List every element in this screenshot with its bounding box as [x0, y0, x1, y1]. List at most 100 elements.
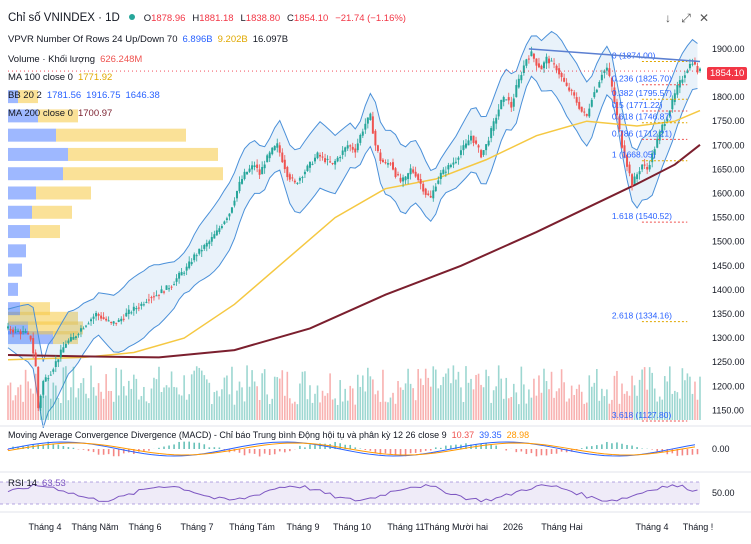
- volume-bar-247: [628, 395, 631, 420]
- volume-bar-252: [641, 369, 643, 420]
- candle-body-9: [29, 335, 32, 340]
- candle-body-84: [218, 228, 221, 233]
- candle-body-256: [651, 153, 654, 163]
- macd-histogram-bar-166: [424, 449, 427, 451]
- candle-body-192: [490, 128, 493, 139]
- expand-icon[interactable]: ⤢: [681, 11, 691, 25]
- candle-body-132: [339, 157, 342, 159]
- volume-bar-95: [246, 365, 248, 420]
- volume-profile-down-bar-9: [36, 186, 91, 200]
- candle-body-86: [223, 221, 226, 225]
- rsi-legend[interactable]: RSI 14 63.53: [8, 478, 71, 489]
- candle-body-153: [392, 162, 395, 170]
- macd-histogram-bar-4: [17, 446, 19, 449]
- candle-body-23: [64, 343, 67, 348]
- rsi-name: RSI 14: [8, 478, 38, 489]
- volume-bar-182: [465, 366, 467, 420]
- candle-body-12: [37, 366, 40, 409]
- volume-bar-169: [432, 366, 435, 420]
- candle-body-152: [389, 163, 392, 165]
- candle-body-124: [319, 154, 322, 157]
- volume-bar-165: [422, 385, 424, 420]
- volume-bar-218: [555, 391, 558, 420]
- volume-bar-10: [32, 393, 34, 420]
- volume-bar-154: [394, 403, 397, 420]
- candle-body-142: [364, 123, 367, 130]
- volume-bar-118: [304, 371, 306, 420]
- volume-bar-214: [545, 381, 548, 420]
- volume-bar-33: [90, 365, 92, 420]
- candle-body-231: [588, 108, 591, 117]
- ma100-legend[interactable]: MA 100 close 0 1771.92: [8, 72, 117, 83]
- macd-histogram-bar-76: [198, 442, 201, 449]
- macd-histogram-bar-270: [686, 449, 689, 456]
- macd-histogram-bar-54: [143, 449, 145, 452]
- macd-histogram-bar-212: [540, 449, 543, 456]
- volume-profile-up-bar-11: [8, 147, 68, 161]
- macd-histogram-bar-30: [82, 449, 85, 450]
- volume-bar-235: [598, 400, 601, 420]
- candle-body-262: [666, 119, 669, 122]
- close-label: C: [287, 13, 294, 24]
- y-tick-13: 1250.00: [712, 357, 745, 367]
- candle-body-37: [100, 315, 103, 319]
- volume-bar-240: [611, 399, 613, 420]
- macd-histogram-bar-174: [445, 445, 447, 449]
- volume-bar-161: [412, 388, 414, 420]
- candle-body-94: [243, 171, 246, 180]
- volume-bar-104: [268, 404, 271, 420]
- volume-bar-76: [198, 367, 201, 420]
- macd-histogram-bar-156: [399, 449, 402, 456]
- candle-body-55: [145, 301, 148, 303]
- candle-body-68: [178, 272, 181, 279]
- vpvr-legend[interactable]: VPVR Number Of Rows 24 Up/Down 70 6.896B 9…: [8, 34, 293, 45]
- macd-histogram-bar-112: [289, 449, 291, 452]
- volume-bar-254: [646, 389, 648, 420]
- volume-bar-75: [195, 366, 198, 420]
- candle-body-80: [208, 241, 211, 245]
- candle-body-154: [394, 168, 397, 177]
- candle-body-150: [384, 162, 387, 164]
- volume-name: Volume · Khối lượng: [8, 54, 96, 65]
- candle-body-156: [399, 177, 402, 182]
- candle-body-125: [321, 156, 324, 158]
- macd-legend[interactable]: Moving Average Convergence Divergence (M…: [8, 430, 534, 440]
- symbol-title[interactable]: Chỉ số VNINDEX · 1D: [8, 12, 120, 24]
- candle-body-2: [12, 329, 15, 333]
- volume-legend[interactable]: Volume · Khối lượng 626.248M: [8, 54, 147, 65]
- x-tick-6: Tháng 10: [333, 522, 371, 532]
- volume-bar-56: [148, 403, 150, 420]
- candle-body-269: [683, 75, 686, 78]
- volume-bar-93: [241, 387, 243, 420]
- bb-legend[interactable]: BB 20 2 1781.56 1916.75 1646.38: [8, 90, 165, 101]
- candle-body-118: [303, 171, 306, 175]
- volume-bar-54: [143, 386, 145, 420]
- close-icon[interactable]: ✕: [698, 11, 710, 25]
- candle-body-161: [412, 169, 415, 173]
- volume-bar-120: [309, 385, 311, 420]
- candle-body-113: [291, 177, 294, 179]
- volume-bar-250: [636, 395, 638, 420]
- volume-bar-230: [585, 402, 588, 420]
- volume-bar-126: [324, 395, 326, 420]
- macd-histogram-bar-24: [67, 447, 70, 449]
- candle-body-237: [603, 70, 606, 74]
- volume-bar-259: [658, 396, 661, 420]
- candle-body-47: [125, 312, 128, 317]
- volume-bar-98: [253, 381, 256, 420]
- volume-bar-39: [105, 374, 107, 420]
- macd-histogram-bar-96: [248, 449, 251, 454]
- volume-bar-22: [62, 367, 65, 420]
- volume-bar-108: [278, 378, 281, 420]
- volume-bar-25: [70, 387, 72, 420]
- macd-histogram-bar-206: [525, 449, 528, 455]
- volume-bar-177: [452, 365, 455, 420]
- x-tick-4: Tháng Tám: [229, 522, 275, 532]
- ma200-legend[interactable]: MA 200 close 0 1700.97: [8, 108, 117, 119]
- candle-body-61: [160, 289, 163, 294]
- scroll-down-icon[interactable]: ↓: [665, 11, 671, 25]
- candle-body-252: [641, 164, 644, 170]
- volume-bar-148: [379, 401, 382, 420]
- volume-profile-down-bar-3: [20, 302, 50, 316]
